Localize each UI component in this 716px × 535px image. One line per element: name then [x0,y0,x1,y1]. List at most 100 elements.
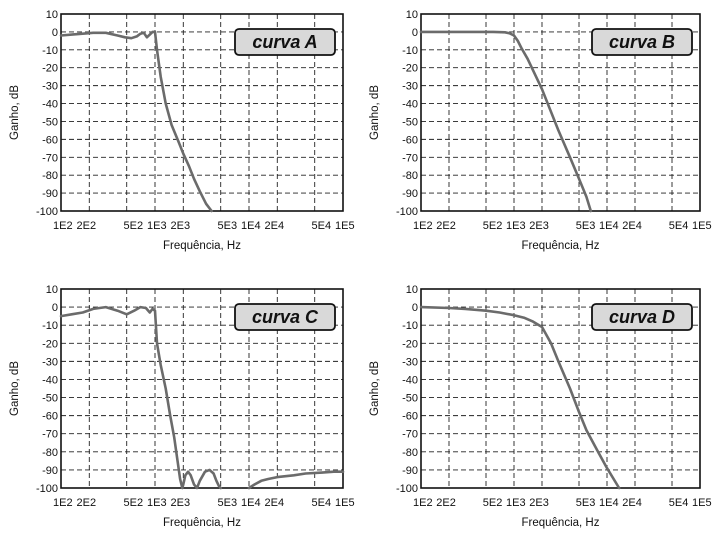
y-tick-label: -30 [42,81,58,93]
x-tick-label: 2E3 [529,220,549,232]
y-tick-label: -50 [402,116,418,128]
y-tick-label: -50 [402,393,418,405]
y-tick-label: -100 [396,206,418,218]
y-tick-label: -20 [42,63,58,75]
y-tick-label: 10 [406,9,418,21]
x-tick-label: 1E3 [147,220,167,232]
x-tick-label: 1E2 [53,497,73,509]
y-tick-label: -20 [402,338,418,350]
x-tick-label: 2E3 [171,497,191,509]
x-axis-label-a: Frequência, Hz [163,240,241,252]
y-axis-label-b: Ganho, dB [369,85,381,140]
y-tick-label: -40 [42,99,58,111]
x-tick-labels-c: 1E2 2E2 5E2 1E3 2E3 5E3 1E4 2E4 5E4 1E5 [53,497,355,509]
x-axis-label-d: Frequência, Hz [522,517,600,529]
x-tick-label: 2E2 [77,220,97,232]
x-tick-label: 1E5 [692,497,712,509]
x-tick-label: 1E2 [413,220,433,232]
x-tick-label: 1E3 [147,497,167,509]
y-tick-label: -100 [36,483,58,495]
x-tick-label: 2E4 [265,220,285,232]
y-tick-label: -80 [42,170,58,182]
chart-title-b: curva B [609,32,675,52]
x-tick-label: 5E3 [576,497,596,509]
chart-panel-c: 10 0 -10 -20 -30 -40 -50 -60 -70 -80 -90 -100 1E2 2E2… [9,284,355,529]
y-tick-label: -100 [396,483,418,495]
chart-panel-a: 10 0 -10 -20 -30 -40 -50 -60 -70 -80 -90 -100 1E2 2E2… [9,9,355,252]
grid-a [60,13,344,212]
x-tick-label: 2E4 [622,497,642,509]
y-tick-label: 0 [52,27,58,39]
x-axis-label-b: Frequência, Hz [522,240,600,252]
x-tick-label: 1E4 [241,220,261,232]
y-tick-label: -50 [42,116,58,128]
y-axis-label-d: Ganho, dB [369,361,381,416]
y-tick-label: 10 [406,284,418,296]
x-tick-label: 5E2 [483,497,503,509]
y-tick-label: -60 [402,134,418,146]
y-tick-label: 10 [46,9,58,21]
x-tick-label: 1E5 [335,220,355,232]
x-tick-label: 1E4 [599,497,619,509]
y-tick-label: -70 [402,152,418,164]
y-tick-label: -70 [42,152,58,164]
y-tick-label: -60 [42,411,58,423]
y-tick-label: -40 [402,99,418,111]
chart-panel-b: 10 0 -10 -20 -30 -40 -50 -60 -70 -80 -90 -100 1E2 2E2… [369,9,712,252]
y-tick-label: -30 [402,356,418,368]
x-tick-labels-d: 1E2 2E2 5E2 1E3 2E3 5E3 1E4 2E4 5E4 1E5 [413,497,712,509]
x-tick-labels-a: 1E2 2E2 5E2 1E3 2E3 5E3 1E4 2E4 5E4 1E5 [53,220,355,232]
y-tick-label: -90 [402,465,418,477]
y-axis-label-c: Ganho, dB [9,361,21,416]
y-tick-label: -70 [42,429,58,441]
x-tick-label: 5E2 [483,220,503,232]
x-tick-label: 5E2 [124,497,144,509]
title-badge-a [234,28,336,56]
x-tick-label: 1E4 [599,220,619,232]
y-tick-label: -90 [42,188,58,200]
y-tick-label: -30 [402,81,418,93]
chart-panel-d: 10 0 -10 -20 -30 -40 -50 -60 -70 -80 -90 -100 1E2 2E2… [369,284,712,529]
x-tick-label: 2E2 [77,497,97,509]
y-tick-label: -10 [42,45,58,57]
series-line-c-1 [59,305,222,490]
x-tick-label: 1E2 [53,220,73,232]
y-tick-label: -30 [42,356,58,368]
y-tick-label: 0 [412,27,418,39]
y-tick-label: -10 [402,45,418,57]
y-tick-label: -20 [42,338,58,350]
x-tick-label: 5E4 [312,497,332,509]
y-tick-label: -70 [402,429,418,441]
series-line-d-1 [419,305,621,490]
y-tick-label: -60 [402,411,418,423]
y-tick-label: -40 [42,374,58,386]
x-tick-label: 2E2 [436,220,456,232]
grid-b [420,13,701,212]
x-tick-label: 2E4 [622,220,642,232]
y-tick-label: -90 [402,188,418,200]
x-tick-label: 2E4 [265,497,285,509]
y-tick-label: -50 [42,393,58,405]
x-tick-label: 1E2 [413,497,433,509]
x-tick-label: 1E4 [241,497,261,509]
y-tick-label: -80 [402,447,418,459]
x-tick-label: 5E3 [218,497,238,509]
x-tick-label: 5E3 [218,220,238,232]
x-tick-label: 5E2 [124,220,144,232]
x-tick-label: 1E5 [692,220,712,232]
y-tick-label: -40 [402,374,418,386]
x-tick-label: 2E3 [529,497,549,509]
y-tick-label: -10 [402,320,418,332]
y-tick-label: -80 [42,447,58,459]
plot-frame-b [420,13,701,212]
series-line-c-2 [247,470,345,490]
series-line-b-1 [419,30,593,213]
y-tick-label: -20 [402,63,418,75]
x-tick-label: 1E3 [506,497,526,509]
plot-frame-c [60,288,344,489]
y-tick-label: 10 [46,284,58,296]
x-tick-label: 1E5 [335,497,355,509]
x-tick-label: 5E4 [669,220,689,232]
x-axis-label-c: Frequência, Hz [163,517,241,529]
